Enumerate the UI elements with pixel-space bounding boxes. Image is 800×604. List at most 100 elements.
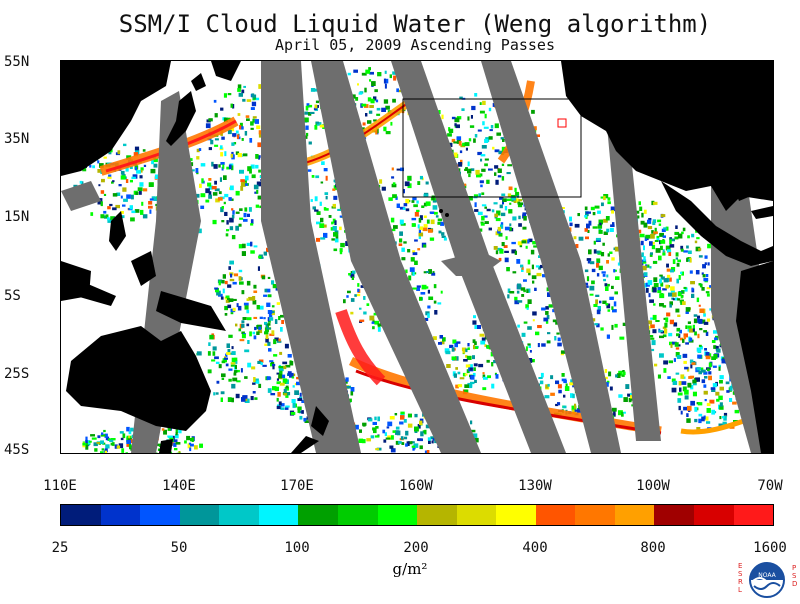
cloud-pixel bbox=[130, 428, 133, 432]
cloud-pixel bbox=[658, 330, 663, 332]
cloud-pixel bbox=[670, 244, 675, 248]
cloud-pixel bbox=[605, 286, 609, 291]
cloud-pixel bbox=[196, 168, 199, 173]
cloud-pixel bbox=[271, 280, 274, 284]
cloud-pixel bbox=[230, 279, 235, 281]
cloud-pixel bbox=[668, 333, 672, 336]
cloud-pixel bbox=[377, 108, 381, 111]
cloud-pixel bbox=[213, 192, 218, 196]
cloud-pixel bbox=[283, 366, 286, 369]
colorbar-segment bbox=[615, 505, 655, 525]
cloud-pixel bbox=[155, 175, 158, 180]
colorbar-segment bbox=[140, 505, 180, 525]
cloud-pixel bbox=[669, 360, 673, 363]
cloud-pixel bbox=[123, 144, 126, 146]
cloud-pixel bbox=[121, 438, 124, 440]
cloud-pixel bbox=[268, 294, 272, 297]
cloud-pixel bbox=[575, 410, 579, 412]
cloud-pixel bbox=[242, 244, 246, 249]
cloud-pixel bbox=[593, 226, 598, 228]
cloud-pixel bbox=[477, 325, 481, 329]
cloud-pixel bbox=[705, 262, 707, 265]
cloud-pixel bbox=[244, 303, 249, 306]
cloud-pixel bbox=[270, 393, 275, 395]
cloud-pixel bbox=[495, 180, 498, 185]
cloud-pixel bbox=[236, 131, 239, 134]
cloud-pixel bbox=[666, 313, 670, 317]
cloud-pixel bbox=[126, 452, 128, 453]
cloud-pixel bbox=[681, 411, 683, 415]
cloud-pixel bbox=[226, 352, 230, 355]
cloud-pixel bbox=[289, 361, 293, 366]
noaa-emblem-icon: NOAA bbox=[736, 560, 798, 600]
cloud-pixel bbox=[494, 214, 498, 218]
cloud-pixel bbox=[458, 162, 462, 167]
cloud-pixel bbox=[109, 440, 113, 442]
cloud-pixel bbox=[511, 242, 516, 244]
cloud-pixel bbox=[732, 402, 737, 405]
cloud-pixel bbox=[453, 141, 457, 143]
cloud-pixel bbox=[278, 339, 280, 342]
cloud-pixel bbox=[252, 102, 256, 107]
cloud-pixel bbox=[176, 442, 181, 445]
cloud-pixel bbox=[509, 203, 511, 205]
cloud-pixel bbox=[705, 255, 708, 258]
cloud-pixel bbox=[532, 275, 537, 279]
cloud-pixel bbox=[498, 175, 502, 177]
cloud-pixel bbox=[131, 177, 136, 179]
cloud-pixel bbox=[705, 399, 707, 401]
cloud-pixel bbox=[269, 317, 273, 321]
cloud-pixel bbox=[424, 224, 428, 227]
cloud-pixel bbox=[648, 226, 652, 229]
cloud-pixel bbox=[641, 221, 645, 225]
cloud-pixel bbox=[306, 133, 308, 136]
cloud-pixel bbox=[230, 274, 232, 278]
cloud-pixel bbox=[201, 178, 203, 183]
cloud-pixel bbox=[641, 241, 644, 245]
cloud-pixel bbox=[363, 122, 366, 125]
cloud-pixel bbox=[130, 217, 135, 221]
cloud-pixel bbox=[694, 407, 697, 412]
cloud-pixel bbox=[440, 222, 444, 226]
cloud-pixel bbox=[85, 440, 88, 443]
cloud-pixel bbox=[675, 342, 679, 347]
cloud-pixel bbox=[265, 289, 268, 293]
cloud-pixel bbox=[277, 406, 281, 409]
cloud-pixel bbox=[405, 443, 408, 446]
lon-label-100w: 100W bbox=[623, 478, 683, 494]
cloud-pixel bbox=[687, 235, 690, 238]
cloud-pixel bbox=[406, 208, 410, 211]
cloud-pixel bbox=[199, 184, 202, 188]
cloud-pixel bbox=[498, 169, 502, 174]
cloud-pixel bbox=[441, 291, 443, 294]
cloud-pixel bbox=[538, 343, 540, 347]
cloud-pixel bbox=[455, 367, 458, 370]
cloud-pixel bbox=[485, 114, 487, 119]
cloud-pixel bbox=[475, 170, 479, 175]
cloud-pixel bbox=[232, 215, 235, 219]
unit-label: g/m² bbox=[380, 560, 440, 578]
cloud-pixel bbox=[471, 115, 473, 119]
cloud-pixel bbox=[649, 299, 654, 303]
cloud-pixel bbox=[452, 356, 457, 360]
cloud-pixel bbox=[255, 154, 258, 159]
colorbar-segment bbox=[61, 505, 101, 525]
cloud-pixel bbox=[659, 293, 664, 298]
cloud-pixel bbox=[200, 206, 204, 209]
cloud-pixel bbox=[584, 215, 587, 218]
cloud-pixel bbox=[690, 376, 694, 379]
cloud-pixel bbox=[252, 296, 255, 301]
cloud-pixel bbox=[692, 380, 696, 384]
cloud-pixel bbox=[492, 147, 494, 150]
cloud-pixel bbox=[136, 170, 141, 174]
cloud-pixel bbox=[549, 304, 553, 307]
cloud-pixel bbox=[644, 210, 647, 214]
cloud-pixel bbox=[699, 414, 703, 417]
cloud-pixel bbox=[311, 88, 315, 92]
cloud-pixel bbox=[706, 274, 708, 277]
cloud-pixel bbox=[391, 448, 396, 452]
cloud-pixel bbox=[229, 165, 232, 170]
map-title: SSM/I Cloud Liquid Water (Weng algorithm… bbox=[0, 10, 800, 38]
cloud-pixel bbox=[126, 440, 131, 444]
cloud-pixel bbox=[359, 320, 364, 322]
